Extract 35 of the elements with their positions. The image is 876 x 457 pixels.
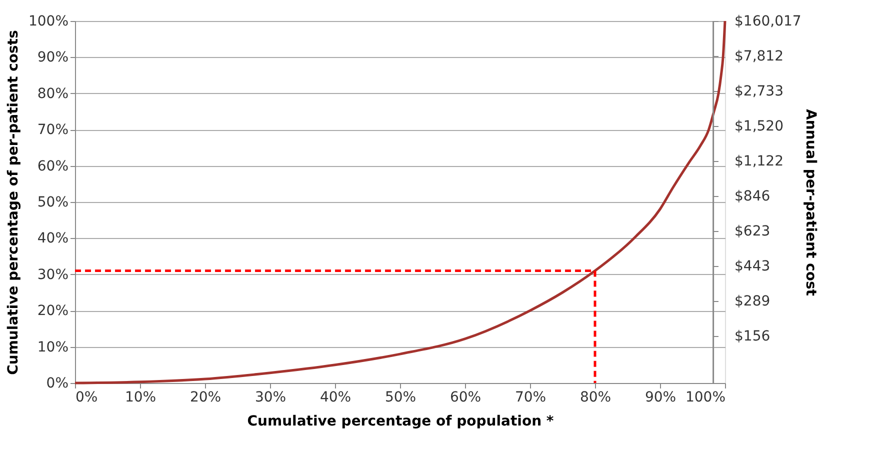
text: $160,017 [734, 14, 802, 30]
y-tick-label: 60% [37, 158, 68, 174]
y-tick-label: 30% [37, 266, 68, 283]
x-tick-label: 80% [580, 390, 612, 406]
text: $443 [734, 258, 770, 275]
x-tick-label: 70% [514, 390, 546, 406]
text: $1,520 [734, 118, 784, 135]
x-tick-label: 10% [124, 390, 156, 406]
text: Annual per-patient cost [802, 108, 818, 296]
y-tick-label: 50% [37, 194, 68, 210]
text: $156 [734, 328, 770, 345]
y-tick-label: 90% [37, 50, 68, 66]
text: $623 [734, 224, 770, 240]
text: $2,733 [734, 84, 784, 100]
text: $289 [734, 294, 770, 310]
x-axis-title: Cumulative percentage of population * [247, 414, 554, 430]
x-tick-label: 40% [320, 390, 352, 406]
x-tick-label: 20% [190, 390, 222, 406]
x-tick-label: 90% [644, 390, 676, 406]
y-tick-label: 70% [37, 122, 68, 138]
y-axis-title: Cumulative percentage of per-patient costs [5, 30, 22, 375]
y-tick-label: 10% [37, 339, 68, 356]
y-tick-label: 100% [28, 14, 68, 30]
y-tick-label: 20% [37, 303, 68, 320]
x-tick-label: 30% [254, 390, 286, 406]
x-tick-label: 0% [76, 390, 98, 406]
text: $7,812 [734, 48, 784, 65]
y-tick-label: 80% [37, 86, 68, 102]
text: $1,122 [734, 154, 784, 170]
x-tick-label: 60% [450, 390, 482, 406]
x-tick-label: 50% [384, 390, 416, 406]
text: $846 [734, 188, 770, 205]
y-tick-label: 0% [46, 376, 68, 392]
x-tick-label: 100% [685, 390, 726, 406]
y-tick-label: 40% [37, 230, 68, 247]
